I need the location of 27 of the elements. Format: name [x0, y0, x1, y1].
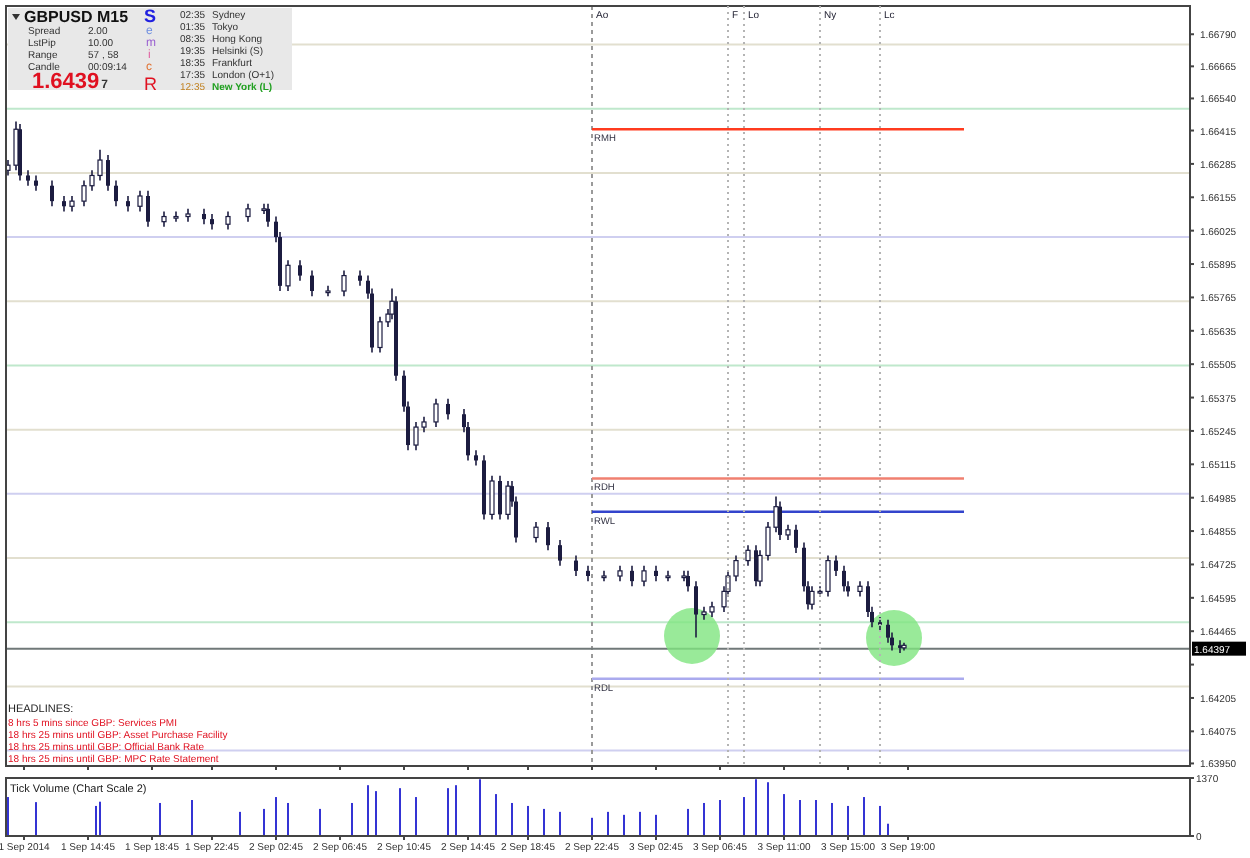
candlestick — [173, 210, 179, 223]
candlestick — [641, 564, 647, 588]
candlestick — [886, 618, 890, 644]
candlestick — [809, 585, 815, 611]
candlestick — [81, 179, 87, 208]
candlestick — [630, 564, 634, 588]
candlestick — [533, 521, 539, 544]
candlestick — [446, 398, 450, 421]
candlestick — [114, 179, 118, 208]
chart-title: GBPUSD M15 — [24, 8, 130, 26]
candlestick — [825, 554, 831, 598]
candlestick — [298, 259, 302, 282]
candlestick — [558, 539, 562, 567]
candlestick — [574, 554, 578, 577]
candlestick — [433, 398, 439, 428]
candlestick — [686, 570, 690, 593]
candlestick — [898, 639, 902, 654]
candlestick — [97, 148, 103, 182]
candlestick — [341, 269, 347, 297]
candlestick — [546, 521, 550, 552]
candlestick — [18, 123, 22, 182]
candlestick — [50, 179, 54, 208]
annotation: S — [144, 6, 157, 26]
annotation: R — [144, 74, 158, 94]
candlestick — [266, 202, 270, 228]
candlestick — [310, 269, 314, 297]
candlestick — [842, 564, 846, 593]
